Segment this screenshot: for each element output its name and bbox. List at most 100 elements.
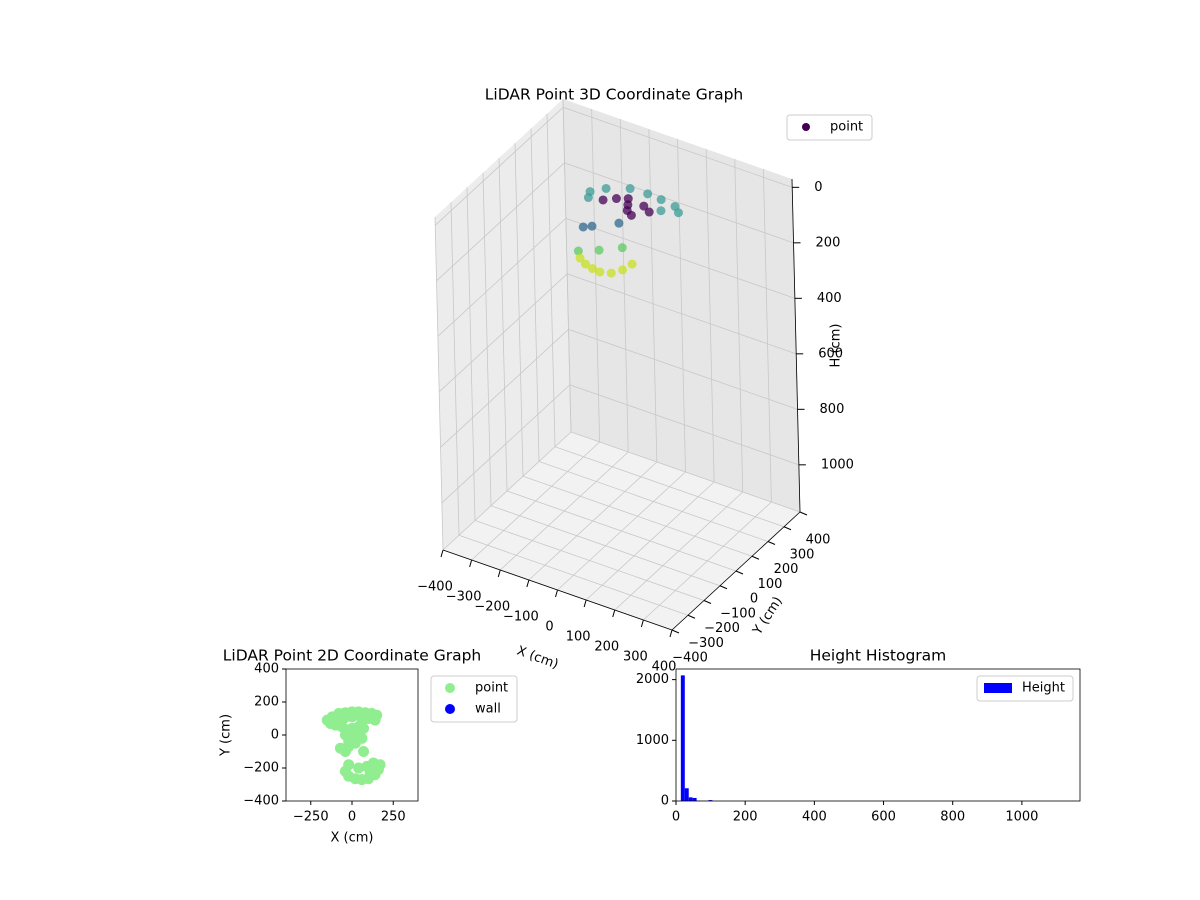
y-tick-mark <box>767 541 776 545</box>
z-tick-label: 1000 <box>821 457 854 472</box>
y-axis <box>671 511 801 631</box>
grid-line <box>482 172 721 587</box>
x-tick-label: 200 <box>733 810 758 825</box>
y-tick-label: 400 <box>806 533 831 548</box>
x-tick-mark <box>583 599 587 608</box>
bar <box>684 788 689 801</box>
grid-line <box>530 128 769 542</box>
point <box>625 184 635 194</box>
y-tick-mark <box>799 511 808 516</box>
point <box>587 221 597 231</box>
x-tick-label: 600 <box>871 810 896 825</box>
x-tick-label: 400 <box>652 660 677 675</box>
point <box>617 243 627 253</box>
x-tick-label: 100 <box>566 630 591 645</box>
point <box>581 259 591 269</box>
x-tick-label: 250 <box>381 810 406 825</box>
y-tick-label: −400 <box>672 651 708 666</box>
legend-box <box>786 114 873 141</box>
point <box>358 746 370 757</box>
z-tick-label: 200 <box>816 235 841 250</box>
legend-marker <box>802 123 810 131</box>
plot-frame <box>675 668 1081 802</box>
z-tick-label: 800 <box>820 402 845 417</box>
grid-line <box>441 384 799 504</box>
legend-label: Height <box>1022 681 1065 696</box>
legend-marker <box>445 683 455 693</box>
point <box>614 218 624 228</box>
z-tick-label: 0 <box>814 180 822 195</box>
z-axis <box>791 178 801 513</box>
point <box>364 767 376 779</box>
chart-title: Height Histogram <box>810 647 947 665</box>
y-tick-label: 100 <box>758 577 783 592</box>
x-axis-label: X (cm) <box>515 644 561 673</box>
x-tick-mark <box>469 559 473 568</box>
y-tick-label: 400 <box>254 662 279 677</box>
z-axis-label: H (cm) <box>829 324 844 368</box>
y-tick-label: −100 <box>720 606 756 621</box>
point <box>598 195 608 205</box>
point <box>673 208 683 218</box>
y-tick-mark <box>735 570 744 575</box>
y-tick-mark <box>687 614 696 619</box>
point <box>583 193 593 203</box>
point <box>626 210 636 220</box>
x-tick-label: 1000 <box>1005 810 1038 825</box>
point <box>623 194 633 204</box>
chart-title: LiDAR Point 3D Coordinate Graph <box>485 86 743 104</box>
point <box>611 194 621 204</box>
y-tick-label: 0 <box>271 728 279 743</box>
grid-line <box>514 143 753 557</box>
z-tick-label: 400 <box>817 291 842 306</box>
y-tick-mark <box>719 585 728 590</box>
z-tick-label: 600 <box>818 346 843 361</box>
bar <box>680 675 685 801</box>
point <box>578 222 588 232</box>
point <box>587 264 597 274</box>
legend-marker <box>984 683 1012 693</box>
point <box>338 713 350 724</box>
point <box>346 711 358 723</box>
y-tick-label: −200 <box>243 761 279 776</box>
point <box>594 245 604 255</box>
point <box>606 268 616 278</box>
grid-line <box>562 98 801 513</box>
point <box>353 762 365 774</box>
x-tick-label: 0 <box>348 810 356 825</box>
x-tick-label: −300 <box>446 590 482 605</box>
point <box>627 259 637 269</box>
y-tick-mark <box>783 526 792 531</box>
y-tick-label: 0 <box>750 592 758 607</box>
x-tick-label: −100 <box>503 610 539 625</box>
x-tick-label: 0 <box>545 620 553 635</box>
point <box>573 246 583 256</box>
y-tick-mark <box>671 629 680 634</box>
point <box>618 265 628 275</box>
x-tick-label: −200 <box>474 600 510 615</box>
grid-line <box>450 202 689 616</box>
y-tick-label: −200 <box>704 621 740 636</box>
y-tick-label: 2000 <box>636 672 669 687</box>
y-tick-label: −300 <box>688 636 724 651</box>
x-tick-mark <box>612 609 616 618</box>
grid-line <box>546 113 785 528</box>
point <box>601 183 611 193</box>
x-axis <box>442 549 673 631</box>
x-tick-mark <box>555 589 558 598</box>
x-tick-label: 200 <box>594 640 619 655</box>
y-tick-label: −400 <box>243 794 279 809</box>
x-tick-label: −400 <box>417 580 453 595</box>
y-tick-label: 200 <box>254 695 279 710</box>
x-axis-label: X (cm) <box>331 831 374 846</box>
legend-label: wall <box>475 702 501 717</box>
point <box>595 267 605 277</box>
bar <box>692 797 697 801</box>
x-tick-label: 300 <box>623 650 648 665</box>
y-axis-label: Y (cm) <box>219 714 234 757</box>
y-tick-label: 0 <box>661 794 669 809</box>
y-tick-mark <box>751 555 760 560</box>
grid-line <box>438 273 797 393</box>
